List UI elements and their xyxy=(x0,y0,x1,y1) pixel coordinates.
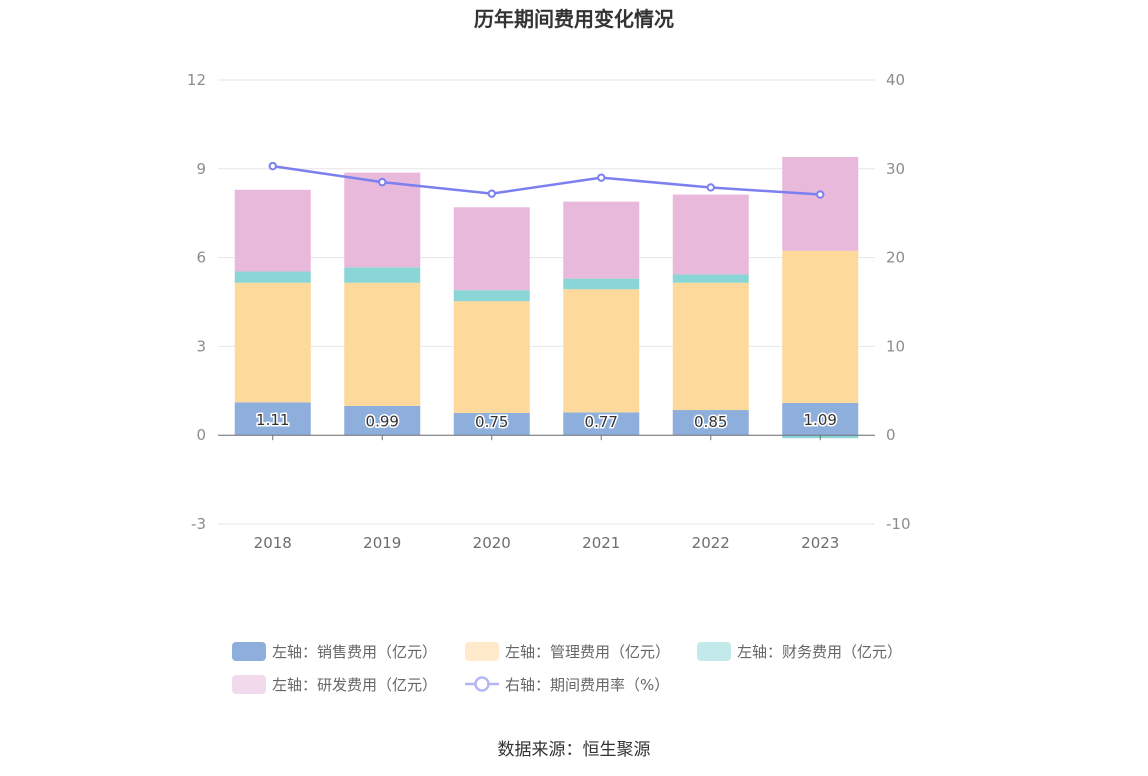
legend-label: 右轴：期间费用率（%） xyxy=(505,676,669,694)
x-tick-label: 2021 xyxy=(582,534,620,552)
bar[interactable] xyxy=(672,194,749,275)
bar[interactable] xyxy=(453,207,530,291)
bar[interactable] xyxy=(234,402,311,436)
line-point[interactable] xyxy=(706,183,715,192)
legend-item[interactable]: 左轴：财务费用（亿元） xyxy=(697,642,902,661)
bar[interactable] xyxy=(782,156,859,251)
line-point[interactable] xyxy=(816,190,825,199)
bar[interactable] xyxy=(344,267,421,283)
bar-data-label: 0.77 xyxy=(585,413,618,431)
left-y-tick: 0 xyxy=(196,426,206,444)
x-axis: 2018 2019 2020 2021 2022 2023 xyxy=(254,534,840,552)
right-y-tick: 20 xyxy=(886,249,905,267)
bar[interactable] xyxy=(453,413,530,436)
legend-item[interactable]: 左轴：研发费用（亿元） xyxy=(232,675,437,694)
x-tick-label: 2019 xyxy=(363,534,401,552)
bar[interactable] xyxy=(453,301,530,413)
right-y-tick: 10 xyxy=(886,337,905,355)
bar-data-label: 0.99 xyxy=(366,413,399,431)
left-y-tick: -3 xyxy=(191,515,206,533)
legend-circle-swatch xyxy=(474,676,490,692)
legend-label: 左轴：管理费用（亿元） xyxy=(505,643,670,661)
legend-swatch xyxy=(232,675,266,694)
left-y-tick: 6 xyxy=(196,249,206,267)
legend-item[interactable]: 右轴：期间费用率（%） xyxy=(465,676,669,694)
bar[interactable] xyxy=(672,274,749,283)
x-tick-label: 2018 xyxy=(254,534,292,552)
bar-data-label: 1.11 xyxy=(256,411,289,429)
bar[interactable] xyxy=(782,402,859,436)
line-point[interactable] xyxy=(268,161,277,171)
right-y-axis: 40 30 20 10 0 -10 xyxy=(886,71,911,533)
left-y-tick: 9 xyxy=(196,160,206,178)
legend-swatch xyxy=(465,642,499,661)
legend-item[interactable]: 左轴：销售费用（亿元） xyxy=(232,642,437,661)
bar[interactable] xyxy=(782,250,859,403)
bar[interactable] xyxy=(563,412,640,436)
legend-label: 左轴：销售费用（亿元） xyxy=(272,643,437,661)
bar[interactable] xyxy=(563,289,640,413)
x-tick-label: 2020 xyxy=(473,534,511,552)
line-point[interactable] xyxy=(487,189,496,198)
bar-data-label: 1.09 xyxy=(804,411,837,429)
line-point[interactable] xyxy=(597,173,606,182)
bar[interactable] xyxy=(672,410,749,436)
zero-axis-line xyxy=(218,434,875,441)
bar[interactable] xyxy=(563,201,640,279)
bar[interactable] xyxy=(234,271,311,283)
right-y-tick: 40 xyxy=(886,71,905,89)
bar[interactable] xyxy=(563,278,640,290)
bar-data-label: 0.75 xyxy=(475,413,508,431)
legend-swatch xyxy=(232,642,266,661)
line-point[interactable] xyxy=(378,177,387,187)
legend-swatch xyxy=(697,642,731,661)
bar-data-label: 0.85 xyxy=(694,413,727,431)
bar-labels: 1.11 0.99 0.75 0.77 0.85 1.09 xyxy=(255,409,839,432)
gridlines xyxy=(218,79,875,525)
bar[interactable] xyxy=(344,282,421,406)
right-y-tick: -10 xyxy=(886,515,911,533)
chart-title: 历年期间费用变化情况 xyxy=(474,7,674,31)
bar[interactable] xyxy=(344,405,421,436)
bar[interactable] xyxy=(344,172,421,268)
data-source: 数据来源：恒生聚源 xyxy=(498,740,651,760)
bar[interactable] xyxy=(453,290,530,302)
bar[interactable] xyxy=(234,189,311,272)
left-y-tick: 3 xyxy=(196,337,206,355)
bar[interactable] xyxy=(234,282,311,403)
bars xyxy=(234,156,859,439)
expense-rate-line xyxy=(268,161,825,199)
x-tick-label: 2022 xyxy=(692,534,730,552)
right-y-tick: 30 xyxy=(886,160,905,178)
x-tick-label: 2023 xyxy=(801,534,839,552)
right-y-tick: 0 xyxy=(886,426,896,444)
left-y-tick: 12 xyxy=(187,71,206,89)
legend-label: 左轴：研发费用（亿元） xyxy=(272,676,437,694)
left-y-axis: 12 9 6 3 0 -3 xyxy=(187,71,206,533)
legend[interactable]: 左轴：销售费用（亿元） 左轴：管理费用（亿元） 左轴：财务费用（亿元） 左轴：研发费用… xyxy=(232,642,902,694)
legend-item[interactable]: 左轴：管理费用（亿元） xyxy=(465,642,670,661)
legend-label: 左轴：财务费用（亿元） xyxy=(737,643,902,661)
bar[interactable] xyxy=(672,282,749,411)
line-path xyxy=(272,164,821,196)
